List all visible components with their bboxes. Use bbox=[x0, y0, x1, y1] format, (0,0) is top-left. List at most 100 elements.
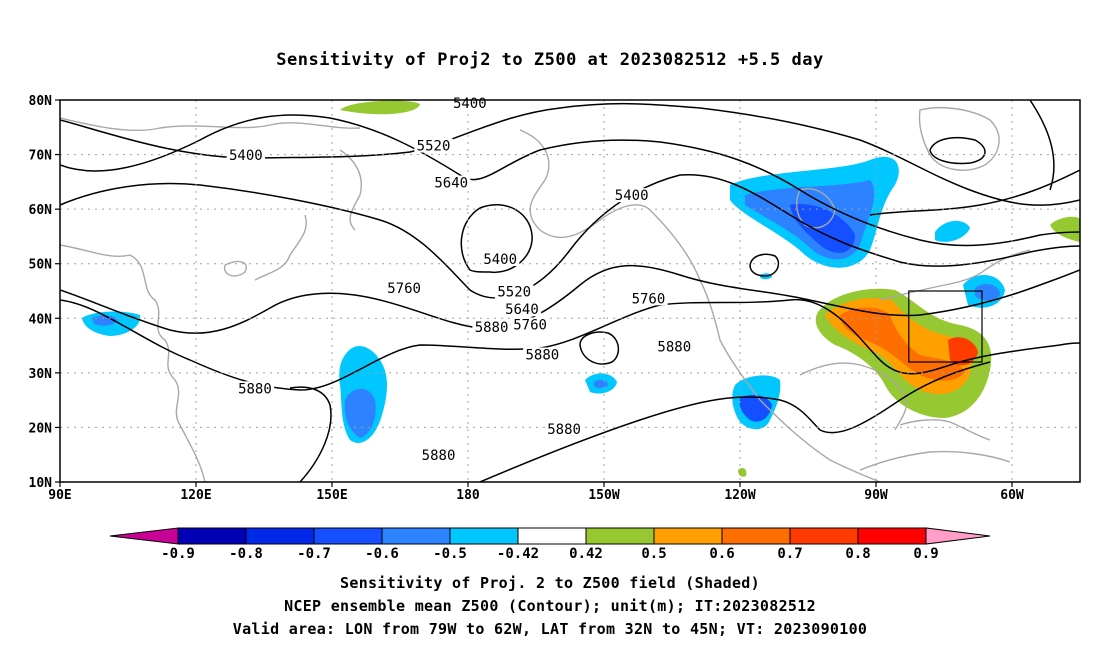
contour-label-bg bbox=[495, 284, 534, 299]
map-title: Sensitivity of Proj2 to Z500 at 20230825… bbox=[276, 50, 824, 70]
contour-labels: 5400540055205640540054005520564057605880… bbox=[226, 95, 694, 464]
colorbar-segment bbox=[721, 527, 791, 545]
colorbar-segment bbox=[857, 527, 927, 545]
contour-label: 5640 bbox=[505, 302, 539, 318]
shaded-sensitivity-layer bbox=[82, 100, 1080, 477]
coast-na-west bbox=[649, 209, 881, 482]
lat-label: 80N bbox=[29, 94, 53, 109]
lon-label: 120W bbox=[724, 488, 755, 503]
coast-korea-japan bbox=[223, 214, 307, 281]
colorbar-segment bbox=[381, 527, 451, 545]
colorbar-segment bbox=[585, 527, 655, 545]
lat-label: 70N bbox=[29, 149, 53, 164]
contour-label: 5400 bbox=[615, 188, 649, 204]
colorbar-segment bbox=[517, 527, 587, 545]
coast-alaska bbox=[519, 129, 651, 239]
contour-label: 5520 bbox=[497, 285, 531, 301]
shade-blue-mexico bbox=[739, 394, 772, 422]
contour-label: 5880 bbox=[657, 339, 691, 355]
contour-5520-east bbox=[1029, 100, 1055, 191]
footer-shading-caption: Sensitivity of Proj. 2 to Z500 field (Sh… bbox=[340, 574, 760, 592]
contour-label-bg bbox=[419, 447, 458, 462]
colorbar-label: 0.8 bbox=[845, 546, 870, 562]
contour-label-bg bbox=[472, 320, 511, 335]
coast-gulf bbox=[799, 362, 907, 431]
contour-label-bg bbox=[629, 291, 668, 306]
contour-label: 5760 bbox=[387, 281, 421, 297]
shade-blue-wpac bbox=[344, 388, 376, 438]
coast-hudson bbox=[796, 188, 836, 229]
colorbar-low-extend bbox=[109, 527, 179, 545]
contour-label: 5880 bbox=[525, 347, 559, 363]
colorbar-label: -0.42 bbox=[497, 546, 539, 562]
coast-south-america bbox=[859, 450, 1011, 471]
lon-label: 180 bbox=[456, 488, 480, 503]
colorbar-label: 0.9 bbox=[913, 546, 938, 562]
contour-label: 5760 bbox=[513, 317, 547, 333]
shade-red-us bbox=[948, 337, 978, 366]
colorbar-label: -0.8 bbox=[229, 546, 263, 562]
footer-contour-caption: NCEP ensemble mean Z500 (Contour); unit(… bbox=[284, 597, 816, 615]
lat-label: 30N bbox=[29, 367, 53, 382]
colorbar-segment bbox=[653, 527, 723, 545]
contour-label: 5400 bbox=[453, 96, 487, 112]
lon-label: 150E bbox=[316, 488, 347, 503]
contour-5880-tropic bbox=[479, 361, 991, 482]
contour-label-bg bbox=[655, 339, 694, 354]
contour-5880-south bbox=[289, 386, 332, 482]
contour-label: 5880 bbox=[547, 422, 581, 438]
lat-label: 10N bbox=[29, 476, 53, 491]
shade-cyan-labrador bbox=[935, 220, 970, 242]
shade-blue-atlantic bbox=[975, 284, 1000, 301]
valid-area-box bbox=[908, 290, 983, 363]
contour-closed-greenland bbox=[929, 137, 986, 165]
lon-label: 120E bbox=[180, 488, 211, 503]
contour-5520-north bbox=[60, 114, 1080, 247]
colorbar-label: 0.42 bbox=[569, 546, 603, 562]
contour-label: 5880 bbox=[238, 381, 272, 397]
coastline-layer bbox=[60, 107, 1031, 482]
lat-label: 60N bbox=[29, 203, 53, 218]
coast-asia-north bbox=[60, 117, 361, 132]
contour-5880-pacific-high bbox=[579, 331, 620, 365]
contour-label: 5760 bbox=[632, 291, 666, 307]
contour-label-bg bbox=[502, 302, 542, 317]
contour-label-bg bbox=[414, 138, 453, 153]
lon-label: 90E bbox=[48, 488, 71, 503]
colorbar-label: 0.5 bbox=[641, 546, 666, 562]
colorbar-high-extend bbox=[925, 527, 991, 545]
colorbar: -0.9 -0.8 -0.7 -0.6 -0.5 -0.42 0.42 0.5 0.6 0.7 0.… bbox=[109, 527, 991, 562]
shade-green-east bbox=[1050, 216, 1080, 242]
colorbar-segment bbox=[449, 527, 519, 545]
coast-kamchatka bbox=[339, 149, 362, 231]
colorbar-label: -0.7 bbox=[297, 546, 331, 562]
contour-label: 5520 bbox=[417, 138, 451, 154]
contour-5400-north bbox=[60, 102, 1080, 206]
contour-5640 bbox=[60, 173, 1080, 299]
colorbar-label: -0.6 bbox=[365, 546, 399, 562]
colorbar-segment bbox=[177, 527, 247, 545]
coast-asia-east bbox=[60, 244, 206, 482]
shade-blue-china bbox=[92, 315, 118, 326]
contour-label: 5400 bbox=[229, 148, 263, 164]
lat-label: 50N bbox=[29, 258, 53, 273]
colorbar-label: 0.6 bbox=[709, 546, 734, 562]
shade-green-small bbox=[738, 468, 747, 477]
colorbar-label: -0.9 bbox=[161, 546, 195, 562]
contour-label: 5880 bbox=[422, 448, 456, 464]
lat-label: 20N bbox=[29, 421, 53, 436]
lon-label: 60W bbox=[1000, 488, 1024, 503]
contour-label: 5400 bbox=[483, 252, 517, 268]
lat-label: 40N bbox=[29, 312, 53, 327]
lon-label: 90W bbox=[864, 488, 888, 503]
footer-valid-area-caption: Valid area: LON from 79W to 62W, LAT fro… bbox=[232, 620, 868, 638]
contour-label-bg bbox=[523, 347, 562, 362]
contour-label-bg bbox=[544, 422, 584, 437]
colorbar-label: 0.7 bbox=[777, 546, 802, 562]
lon-label: 150W bbox=[588, 488, 619, 503]
shade-green-arctic bbox=[340, 100, 420, 115]
contour-5760-west bbox=[60, 264, 1080, 334]
colorbar-segment bbox=[245, 527, 315, 545]
